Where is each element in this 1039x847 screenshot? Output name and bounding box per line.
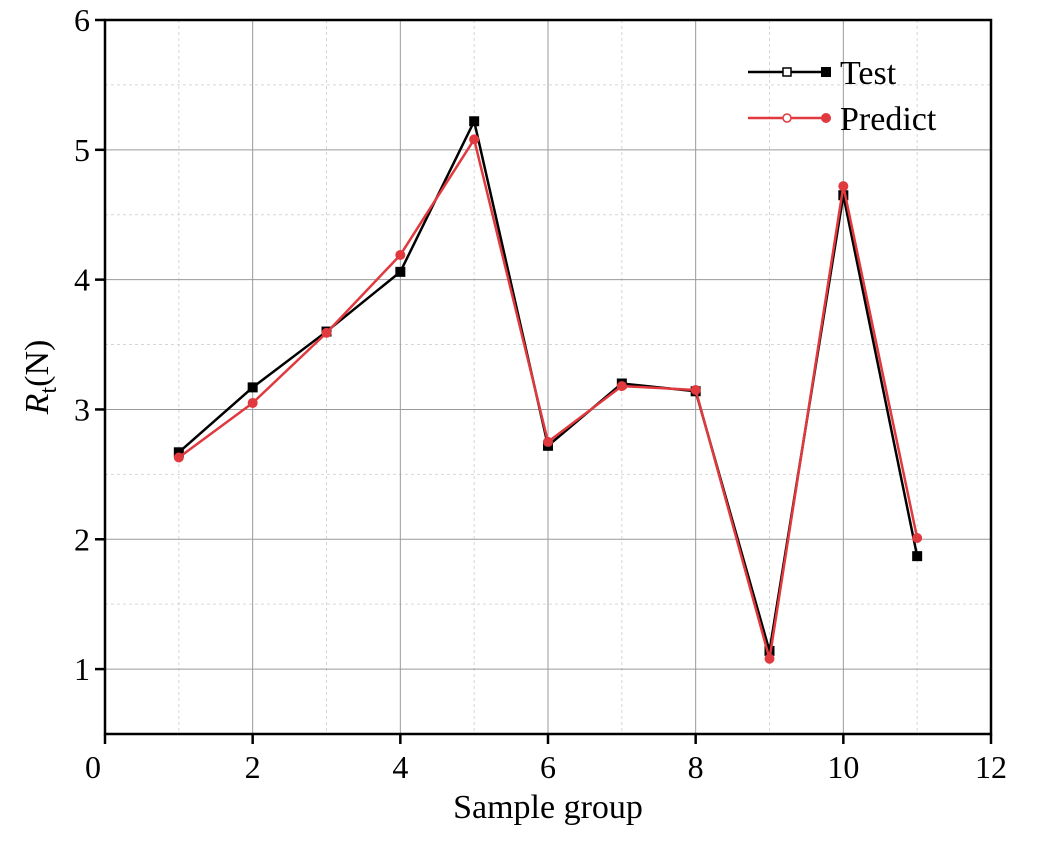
legend-test-solid-marker: [821, 67, 831, 77]
data-point-test: [173, 447, 184, 458]
data-point-predict: [616, 381, 627, 392]
y-tick-label: 3: [74, 391, 90, 427]
legend-item-test: Test: [748, 55, 897, 92]
x-tick-label: 2: [245, 749, 261, 785]
legend-test-open-marker: [782, 67, 792, 77]
svg-text:Rt(N): Rt(N): [19, 340, 62, 416]
legend-predict-label: Predict: [840, 101, 937, 138]
data-point-predict: [469, 134, 480, 145]
data-point-test: [469, 116, 480, 127]
data-point-predict: [764, 653, 775, 664]
legend-item-predict: Predict: [748, 101, 937, 138]
data-point-predict: [543, 436, 553, 447]
y-tick-label: 4: [74, 262, 90, 298]
data-point-predict: [173, 452, 184, 463]
legend-predict-open-marker: [782, 113, 792, 123]
data-point-predict: [690, 384, 701, 395]
series-layer: [173, 116, 923, 664]
y-tick-label: 5: [74, 132, 90, 168]
y-axis-label: Rt(N): [19, 340, 62, 416]
x-tick-label: 6: [540, 749, 556, 785]
x-tick-label: 4: [392, 749, 408, 785]
data-point-test: [912, 551, 923, 562]
data-point-predict: [247, 397, 258, 408]
data-point-test: [395, 266, 406, 277]
x-tick-label: 12: [975, 749, 1007, 785]
x-tick-label: 10: [827, 749, 859, 785]
x-tick-label: 0: [85, 749, 101, 785]
y-tick-label: 6: [74, 2, 90, 38]
y-axis-label-unit: (N): [19, 340, 56, 387]
legend: Test Predict: [748, 55, 937, 138]
data-point-predict: [321, 327, 332, 338]
data-point-test: [838, 190, 849, 201]
data-point-predict: [912, 532, 923, 543]
legend-predict-solid-marker: [821, 113, 831, 123]
legend-test-label: Test: [840, 55, 897, 92]
x-tick-label: 8: [688, 749, 704, 785]
y-tick-label: 1: [74, 651, 90, 687]
data-point-predict: [838, 181, 849, 192]
data-point-predict: [395, 249, 406, 260]
y-axis-label-main: R: [19, 393, 56, 415]
data-point-test: [247, 382, 258, 393]
x-axis-label: Sample group: [453, 789, 643, 826]
grid-lines: [105, 20, 991, 734]
y-axis-label-subscript: t: [36, 387, 62, 394]
y-tick-label: 2: [74, 521, 90, 557]
